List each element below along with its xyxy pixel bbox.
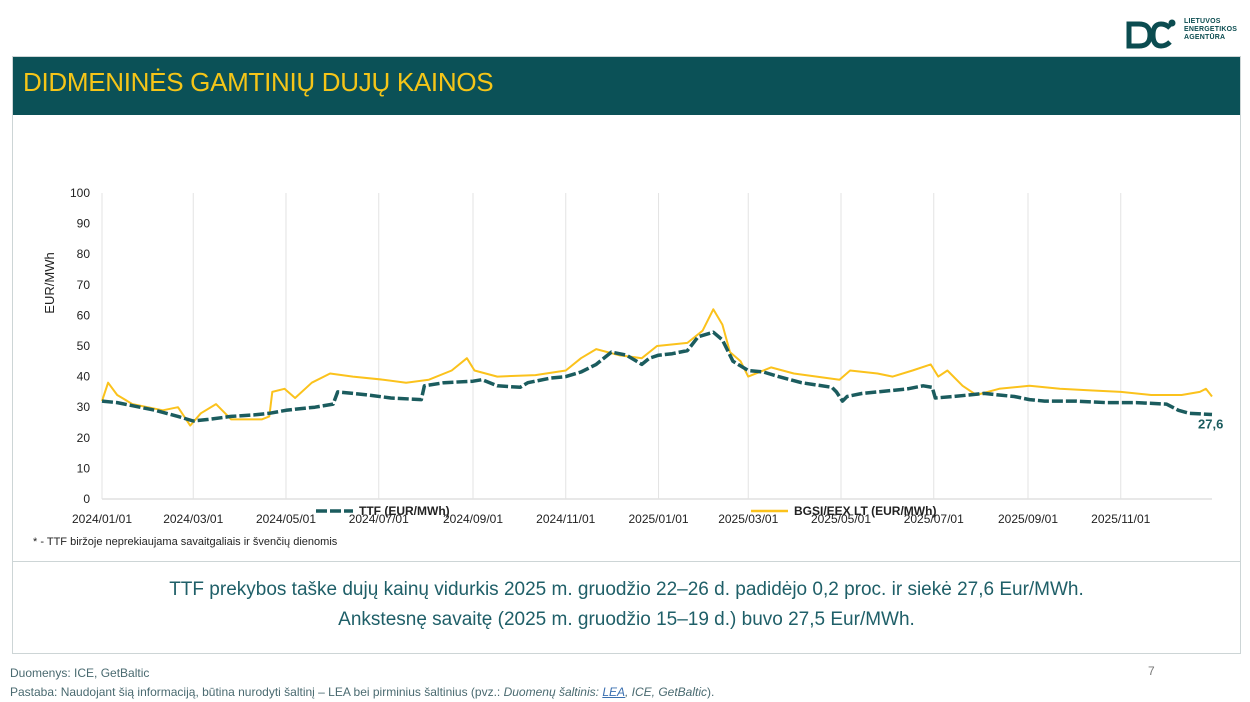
usage-note-italic: Duomenų šaltinis:	[503, 685, 603, 699]
y-tick-label: 40	[77, 370, 91, 384]
x-tick-label: 2024/03/01	[163, 512, 223, 526]
x-tick-label: 2025/03/01	[718, 512, 778, 526]
x-tick-label: 2025/07/01	[904, 512, 964, 526]
summary-box: TTF prekybos taške dujų kainų vidurkis 2…	[13, 561, 1240, 654]
x-tick-label: 2024/07/01	[349, 512, 409, 526]
legend-label-ttf: TTF (EUR/MWh)	[359, 504, 450, 518]
title-bar: DIDMENINĖS GAMTINIŲ DUJŲ KAINOS	[13, 57, 1240, 115]
legend: TTF (EUR/MWh) BGSI/EEX LT (EUR/MWh)	[316, 504, 936, 518]
page-title: DIDMENINĖS GAMTINIŲ DUJŲ KAINOS	[23, 67, 494, 97]
y-axis-label: EUR/MWh	[42, 252, 57, 313]
lea-link[interactable]: LEA	[602, 685, 625, 699]
logo-line-2: ENERGETIKOS	[1184, 26, 1238, 34]
usage-note-prefix: Pastaba: Naudojant šią informaciją, būti…	[10, 685, 504, 699]
price-chart: 0 10 20 30 40 50 60 70 80 90 100 2024/01/01 2024/03…	[42, 186, 1223, 526]
logo-line-3: AGENTŪRA	[1184, 34, 1226, 42]
usage-note: Pastaba: Naudojant šią informaciją, būti…	[10, 685, 714, 699]
logo-line-1: LIETUVOS	[1184, 18, 1221, 25]
y-tick-label: 60	[77, 308, 91, 322]
logo-text: LIETUVOS ENERGETIKOS AGENTŪRA	[1184, 18, 1237, 43]
end-value-label: 27,6	[1198, 417, 1223, 432]
y-tick-label: 90	[77, 217, 91, 231]
x-axis-ticks: 2024/01/01 2024/03/01 2024/05/01 2024/07/01…	[72, 512, 1151, 526]
x-tick-label: 2025/05/01	[811, 512, 871, 526]
y-tick-label: 10	[77, 461, 91, 475]
chart-grid	[101, 193, 1212, 500]
summary-line-1: TTF prekybos taške dujų kainų vidurkis 2…	[169, 579, 1084, 600]
y-axis-ticks: 0 10 20 30 40 50 60 70 80 90 100	[70, 186, 90, 506]
x-tick-label: 2025/01/01	[628, 512, 688, 526]
legend-label-bgsi: BGSI/EEX LT (EUR/MWh)	[794, 504, 936, 518]
x-tick-label: 2025/09/01	[998, 512, 1058, 526]
logo: LIETUVOS ENERGETIKOS AGENTŪRA	[1126, 16, 1244, 52]
x-tick-label: 2024/05/01	[256, 512, 316, 526]
summary-line-2: Ankstesnę savaitę (2025 m. gruodžio 15–1…	[338, 609, 915, 630]
x-tick-label: 2025/11/01	[1091, 512, 1150, 526]
x-tick-label: 2024/09/01	[443, 512, 503, 526]
footnote: * - TTF biržoje neprekiaujama savaitgali…	[33, 536, 338, 548]
page-number: 7	[1148, 664, 1155, 678]
slide-frame: DIDMENINĖS GAMTINIŲ DUJŲ KAINOS 0 10 20 30 4…	[12, 56, 1241, 654]
series-line-ttf	[101, 330, 1213, 423]
y-tick-label: 30	[77, 400, 91, 414]
x-tick-label: 2024/01/01	[72, 512, 132, 526]
y-tick-label: 0	[83, 492, 90, 506]
logo-mark-icon	[1126, 19, 1176, 49]
usage-note-italic-2: , ICE, GetBaltic	[625, 685, 708, 699]
y-tick-label: 80	[77, 247, 91, 261]
y-tick-label: 50	[77, 339, 91, 353]
y-tick-label: 20	[77, 431, 91, 445]
data-sources: Duomenys: ICE, GetBaltic	[10, 666, 150, 680]
usage-note-suffix: ).	[707, 685, 715, 699]
y-tick-label: 70	[77, 278, 91, 292]
y-tick-label: 100	[70, 186, 90, 200]
series-line-bgsi	[101, 308, 1213, 427]
x-tick-label: 2024/11/01	[536, 512, 595, 526]
